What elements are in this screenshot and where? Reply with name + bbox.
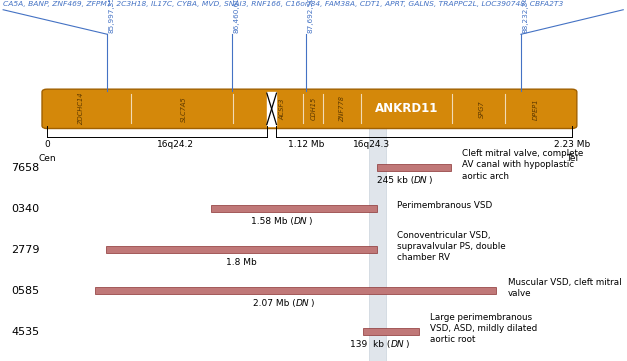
Text: CA5A, BANP, ZNF469, ZFPM1, 2C3H18, IL17C, CYBA, MVD, SNAI3, RNF166, C16orf84, FA: CA5A, BANP, ZNF469, ZFPM1, 2C3H18, IL17C… <box>3 1 564 7</box>
Text: Cen: Cen <box>38 154 56 163</box>
Text: 139  kb (: 139 kb ( <box>350 340 391 349</box>
Text: ACSF3: ACSF3 <box>279 98 285 119</box>
Bar <box>369 92 386 361</box>
Bar <box>211 205 377 212</box>
Text: CDH15: CDH15 <box>310 97 317 121</box>
Text: DN: DN <box>414 176 428 185</box>
Text: SLC7A5: SLC7A5 <box>181 96 186 122</box>
Text: ANKRD11: ANKRD11 <box>375 102 438 116</box>
Text: 0585: 0585 <box>11 286 40 296</box>
Text: 16q24.2: 16q24.2 <box>157 140 194 149</box>
Text: 86,460,601: 86,460,601 <box>233 0 239 33</box>
Text: 0: 0 <box>44 140 50 149</box>
Text: ZNF778: ZNF778 <box>339 96 345 122</box>
Text: Perimembranous VSD: Perimembranous VSD <box>397 201 492 210</box>
Text: 1.58 Mb (: 1.58 Mb ( <box>251 217 294 226</box>
Text: Conoventricular VSD,
supravalvular PS, double
chamber RV: Conoventricular VSD, supravalvular PS, d… <box>397 231 505 262</box>
Text: Tel: Tel <box>566 154 578 163</box>
Text: DN: DN <box>296 299 309 308</box>
Text: ZOCHC14: ZOCHC14 <box>78 92 84 125</box>
Text: 4535: 4535 <box>11 326 40 336</box>
Bar <box>377 164 451 171</box>
Text: 2.23 Mb: 2.23 Mb <box>554 140 590 149</box>
Text: 1.8 Mb: 1.8 Mb <box>226 258 257 267</box>
Text: 85,997,353: 85,997,353 <box>108 0 115 33</box>
Text: 87,692,500: 87,692,500 <box>307 0 314 33</box>
Text: 2.07 Mb (: 2.07 Mb ( <box>253 299 296 308</box>
Text: DN: DN <box>391 340 404 349</box>
Bar <box>95 287 496 294</box>
Text: 7658: 7658 <box>11 163 40 173</box>
Text: ): ) <box>405 340 409 349</box>
Text: 16q24.3: 16q24.3 <box>353 140 390 149</box>
FancyBboxPatch shape <box>42 89 577 129</box>
Text: 2779: 2779 <box>11 245 40 255</box>
Text: Cleft mitral valve, complete
AV canal with hypoplastic
aortic arch: Cleft mitral valve, complete AV canal wi… <box>462 149 584 180</box>
Text: ): ) <box>310 299 314 308</box>
Bar <box>106 246 377 253</box>
Text: 1.12 Mb: 1.12 Mb <box>288 140 324 149</box>
Text: DPEP1: DPEP1 <box>533 98 539 119</box>
Text: 0340: 0340 <box>11 204 40 214</box>
Bar <box>363 328 419 335</box>
Text: ): ) <box>308 217 312 226</box>
Text: Muscular VSD, cleft mitral
valve: Muscular VSD, cleft mitral valve <box>507 278 621 298</box>
Text: Large perimembranous
VSD, ASD, mildly dilated
aortic root: Large perimembranous VSD, ASD, mildly di… <box>430 313 537 344</box>
Text: ): ) <box>428 176 432 185</box>
Text: DN: DN <box>294 217 308 226</box>
Text: SPG7: SPG7 <box>478 100 485 118</box>
Text: 88,232,340: 88,232,340 <box>522 0 528 33</box>
Text: 245 kb (: 245 kb ( <box>377 176 414 185</box>
